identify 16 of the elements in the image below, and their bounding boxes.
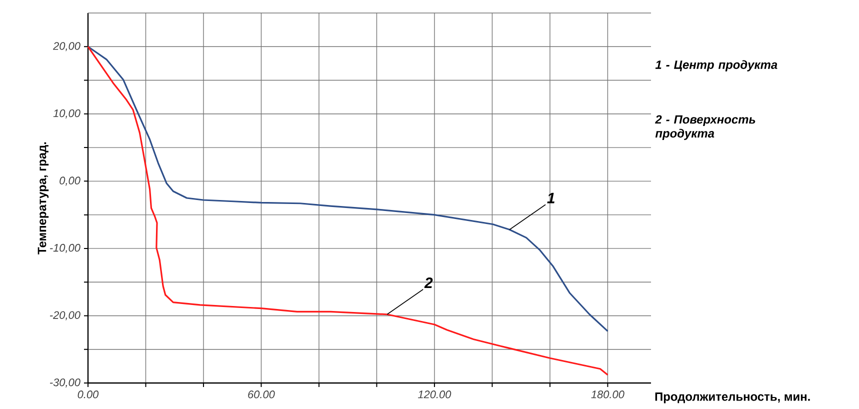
y-tick-label: 20,00 — [52, 42, 80, 52]
y-axis-title: Температура, град. — [38, 142, 49, 254]
y-tick-label: -20,00 — [50, 311, 80, 320]
x-tick-label: 120.00 — [418, 390, 452, 398]
x-tick-label: 60.00 — [248, 390, 275, 398]
x-tick-label: 180.00 — [591, 390, 624, 398]
y-tick-label: -30,00 — [50, 378, 80, 388]
y-tick-label: 0,00 — [60, 176, 80, 186]
x-axis-title: Продолжительность, мин. — [655, 392, 810, 404]
x-tick-label: 0.00 — [78, 390, 99, 398]
annotation: 2 — [424, 278, 433, 288]
text: 2 - Поверхность продукта — [655, 115, 756, 140]
annotation: 1 — [547, 192, 554, 204]
text: 1 - Центр продукта — [655, 60, 778, 72]
y-tick-label: -10,00 — [50, 244, 80, 253]
y-tick-label: 10,00 — [53, 109, 80, 118]
